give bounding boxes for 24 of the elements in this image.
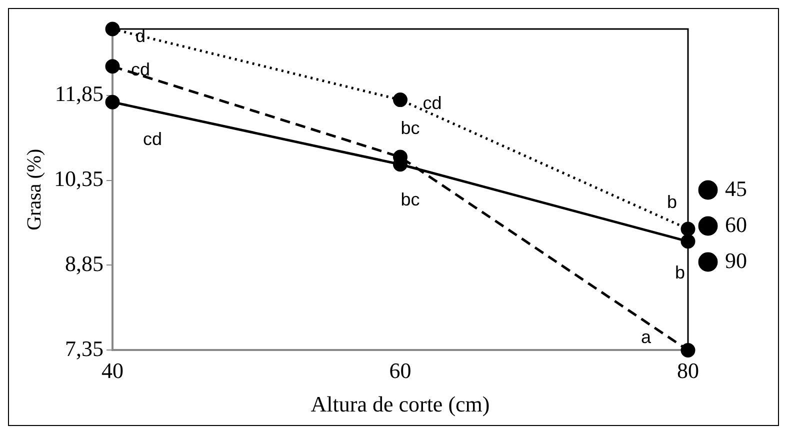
x-tick-label: 60 [389,358,412,384]
annotation: a [640,327,652,348]
annotation: bc [400,118,420,138]
annotation: cd [142,129,162,150]
y-tick-label: 7,35 [65,336,104,361]
point [105,59,120,74]
annotation: cd [422,92,442,113]
point [105,22,120,36]
point [680,342,696,358]
annotation: b [674,262,686,282]
y-tick-label: 10,35 [54,166,104,192]
legend-label: 45 [725,176,747,201]
x-tick-label: 40 [102,358,124,384]
annotation: bc [400,189,420,210]
x-axis-title: Altura de corte (cm) [310,392,490,417]
x-tick-label: 80 [677,358,699,384]
y-tick-label: 8,85 [65,251,104,276]
point [105,94,120,110]
y-axis-title: Grasa (%) [23,148,46,230]
annotation: b [666,192,678,212]
legend-label: 60 [725,212,747,237]
point [393,92,408,108]
legend-label: 90 [725,248,747,273]
y-tick-label: 11,85 [54,81,104,106]
